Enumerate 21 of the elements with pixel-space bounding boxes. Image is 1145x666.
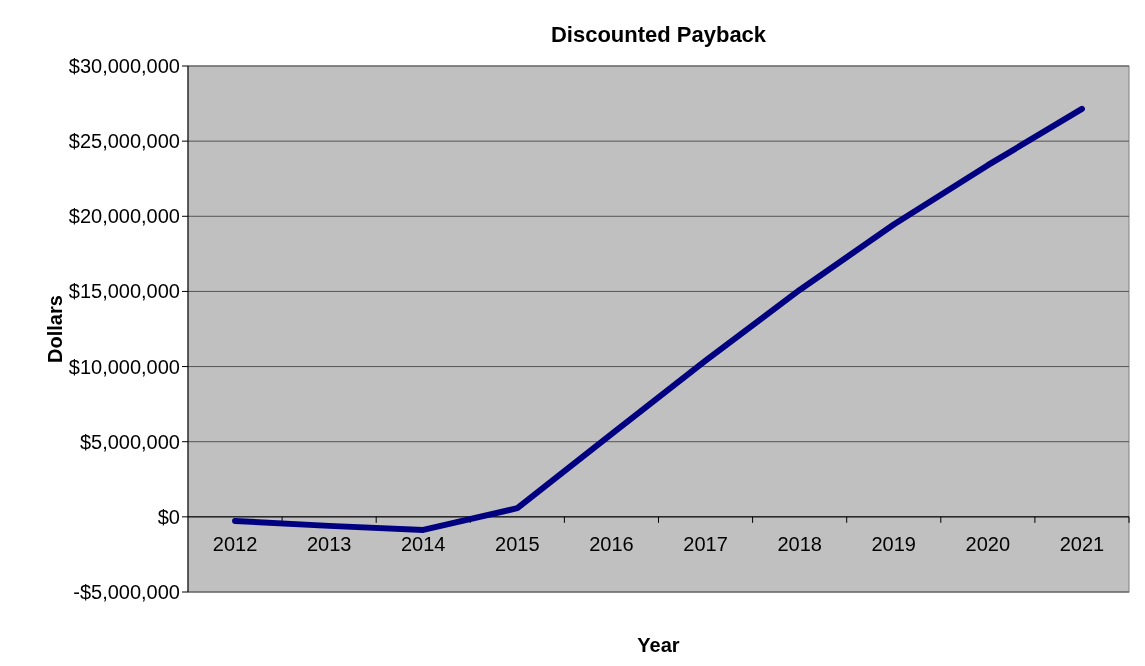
x-tick-label: 2021 xyxy=(1059,532,1105,555)
x-tick-label: 2019 xyxy=(871,532,916,555)
y-tick-label: $20,000,000 xyxy=(68,205,180,228)
y-tick-label: -$5,000,000 xyxy=(73,581,180,603)
x-tick-label: 2014 xyxy=(401,532,446,555)
chart-title: Discounted Payback xyxy=(550,22,767,47)
x-axis-title: Year xyxy=(637,634,680,656)
x-tick-label: 2020 xyxy=(965,532,1011,555)
x-tick-label: 2015 xyxy=(495,532,540,555)
x-tick-label: 2016 xyxy=(589,532,634,555)
x-tick-label: 2013 xyxy=(306,532,352,555)
x-tick-label: 2017 xyxy=(683,532,728,555)
x-tick-label: 2018 xyxy=(777,532,822,555)
x-tick-label: 2012 xyxy=(212,532,258,555)
y-tick-label: $25,000,000 xyxy=(68,130,180,153)
y-tick-label: $10,000,000 xyxy=(68,355,180,378)
y-tick-label: $15,000,000 xyxy=(68,280,180,303)
y-tick-label: $5,000,000 xyxy=(79,430,180,453)
y-tick-label: $30,000,000 xyxy=(68,55,180,77)
y-axis-title: Dollars xyxy=(44,295,66,363)
y-tick-label: $0 xyxy=(157,505,180,528)
